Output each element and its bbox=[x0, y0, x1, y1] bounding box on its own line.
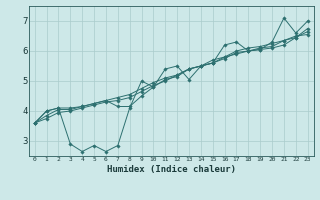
X-axis label: Humidex (Indice chaleur): Humidex (Indice chaleur) bbox=[107, 165, 236, 174]
